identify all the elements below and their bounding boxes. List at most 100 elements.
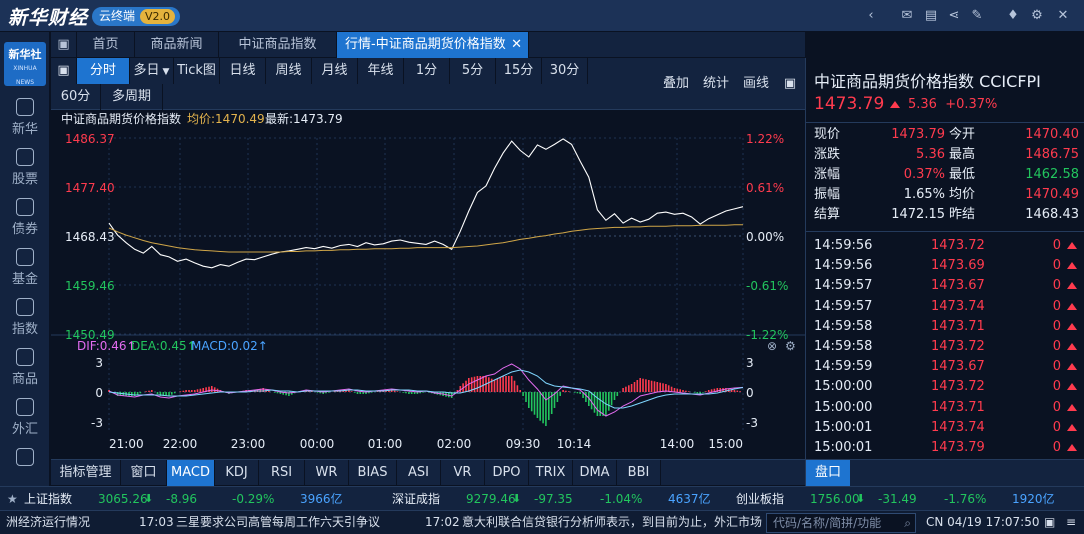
xinhua-logo[interactable]: 新华社 XINHUA NEWS	[4, 42, 46, 86]
panel-toggle-icon[interactable]: ▣	[51, 58, 77, 84]
quote-row: 涨幅 0.37% 最低 1462.58	[806, 165, 1084, 185]
sidebar-item-0[interactable]: 新华	[0, 94, 50, 142]
sidebar-item-label: 外汇	[11, 422, 38, 437]
quote-value-right: 1470.49	[1025, 187, 1079, 202]
intraday-chart[interactable]: 1486.37 1477.40 1468.43 1459.46 1450.49 1.22%…	[51, 128, 805, 458]
quote-row: 现价 1473.79 今开 1470.40	[806, 125, 1084, 145]
y-tick-left: 1477.40	[65, 181, 115, 195]
tick-list[interactable]: 14:59:56 1473.72 0 14:59:56 1473.69 0 14:59:57…	[806, 231, 1084, 458]
sidebar-item-3[interactable]: 基金	[0, 244, 50, 292]
indicator-tab-6[interactable]: BIAS	[349, 460, 397, 486]
panel-toggle-icon[interactable]: ▣	[51, 32, 77, 58]
index-name[interactable]: 创业板指	[736, 492, 785, 506]
macd-y-tick-left: 3	[95, 356, 103, 370]
back-icon[interactable]: ‹	[868, 8, 874, 23]
up-arrow-icon	[1067, 322, 1077, 330]
tick-volume: 0	[1052, 379, 1061, 395]
sidebar-item-4[interactable]: 指数	[0, 294, 50, 342]
sidebar-item-2[interactable]: 债券	[0, 194, 50, 242]
tab-csi-commodity-index[interactable]: 中证商品指数	[219, 32, 337, 58]
sidebar: 新华社 XINHUA NEWS 新华 股票 债券 基金 指数 商品外汇	[0, 32, 50, 486]
period-row2-1[interactable]: 多周期	[101, 84, 163, 110]
index-change-pct: -1.76%	[944, 492, 987, 506]
note-icon[interactable]: ✎	[971, 8, 983, 23]
tick-volume: 0	[1052, 419, 1061, 435]
period-2[interactable]: Tick图	[174, 58, 220, 84]
quote-label-left: 涨跌	[814, 147, 841, 162]
gear-icon[interactable]: ⚙	[1031, 8, 1043, 23]
tab-home[interactable]: 首页	[77, 32, 135, 58]
tick-volume: 0	[1052, 439, 1061, 455]
quote-value-right: 1470.40	[1025, 127, 1079, 142]
pankou-tab[interactable]: 盘口	[806, 460, 850, 486]
period-4[interactable]: 周线	[266, 58, 312, 84]
up-arrow-icon	[889, 101, 900, 108]
tab-quote-label: 行情-中证商品期货价格指数	[345, 37, 506, 52]
indicator-tab-1[interactable]: 窗口	[121, 460, 167, 486]
period-9[interactable]: 15分	[496, 58, 542, 84]
macd-y-tick-right: -3	[746, 416, 758, 430]
indicator-tab-10[interactable]: TRIX	[529, 460, 573, 486]
tick-volume: 0	[1052, 338, 1061, 354]
indicator-tab-8[interactable]: VR	[441, 460, 485, 486]
sidebar-item-7[interactable]	[0, 444, 50, 492]
period-5[interactable]: 月线	[312, 58, 358, 84]
indicator-tab-3[interactable]: KDJ	[215, 460, 259, 486]
period-6[interactable]: 年线	[358, 58, 404, 84]
side-panel-toggle-icon[interactable]: ▣	[783, 76, 797, 91]
screen-icon[interactable]: ▣	[1044, 515, 1056, 529]
tab-commodity-news[interactable]: 商品新闻	[135, 32, 219, 58]
settings-icon[interactable]: ⚙	[785, 339, 796, 353]
tick-price: 1473.74	[931, 419, 985, 435]
period-0[interactable]: 分时	[77, 58, 130, 84]
indicator-tab-7[interactable]: ASI	[397, 460, 441, 486]
macd-label: MACD:0.02↑	[191, 339, 268, 353]
cloud-terminal-badge[interactable]: 云终端 V2.0	[92, 7, 181, 26]
period-7[interactable]: 1分	[404, 58, 450, 84]
period-3[interactable]: 日线	[220, 58, 266, 84]
news-item-2[interactable]: 三星要求公司高管每周工作六天引争议	[176, 515, 381, 529]
indicator-tab-11[interactable]: DMA	[573, 460, 617, 486]
avg-price-label: 均价:1470.49	[187, 112, 265, 126]
star-icon[interactable]: ★	[7, 492, 18, 506]
tick-price: 1473.72	[931, 338, 985, 354]
shirt-icon[interactable]: ♦	[1007, 8, 1019, 23]
search-icon[interactable]: ⌕	[904, 516, 911, 530]
sidebar-item-5[interactable]: 商品	[0, 344, 50, 392]
quote-row: 涨跌 5.36 最高 1486.75	[806, 145, 1084, 165]
close-icon[interactable]: ✕	[1057, 8, 1069, 23]
chat-icon[interactable]: ▤	[924, 8, 938, 23]
period-1[interactable]: 多日 ▼	[130, 58, 174, 84]
sidebar-item-6[interactable]: 外汇	[0, 394, 50, 442]
mail-icon[interactable]: ✉	[901, 8, 913, 23]
indicator-tab-12[interactable]: BBI	[617, 460, 661, 486]
sidebar-item-1[interactable]: 股票	[0, 144, 50, 192]
index-name[interactable]: 上证指数	[24, 492, 73, 506]
period-8[interactable]: 5分	[450, 58, 496, 84]
quote-row: 振幅 1.65% 均价 1470.49	[806, 185, 1084, 205]
indicator-tab-4[interactable]: RSI	[259, 460, 305, 486]
tick-time: 15:00:00	[814, 379, 873, 395]
indicator-tab-5[interactable]: WR	[305, 460, 349, 486]
indicator-tab-2[interactable]: MACD	[167, 460, 215, 486]
indicator-tab-0[interactable]: 指标管理	[51, 460, 121, 486]
close-pane-icon[interactable]: ⊗	[767, 339, 777, 353]
news-item-1[interactable]: 洲经济运行情况	[6, 515, 91, 529]
y-tick-left: 1459.46	[65, 279, 115, 293]
close-tab-icon[interactable]: ✕	[511, 37, 522, 52]
down-arrow-icon: ⬇	[856, 492, 866, 505]
share-icon[interactable]: ⋖	[948, 8, 960, 23]
toolbar-right-2[interactable]: 画线	[742, 76, 769, 91]
indicator-tab-9[interactable]: DPO	[485, 460, 529, 486]
news-item-3[interactable]: 意大利联合信贷银行分析师表示，到目前为止，外汇市场	[462, 515, 762, 529]
search-input[interactable]: 代码/名称/简拼/功能 ⌕	[766, 513, 916, 533]
index-name[interactable]: 深证成指	[392, 492, 441, 506]
period-row2-0[interactable]: 60分	[51, 84, 101, 110]
period-10[interactable]: 30分	[542, 58, 588, 84]
toolbar-right-1[interactable]: 统计	[702, 76, 729, 91]
tick-row: 14:59:57 1473.74 0	[806, 297, 1084, 317]
quote-label-left: 现价	[814, 127, 841, 142]
tab-quote-active[interactable]: 行情-中证商品期货价格指数 ✕	[337, 32, 529, 58]
menu-icon[interactable]: ≡	[1066, 515, 1077, 529]
toolbar-right-0[interactable]: 叠加	[662, 76, 689, 91]
